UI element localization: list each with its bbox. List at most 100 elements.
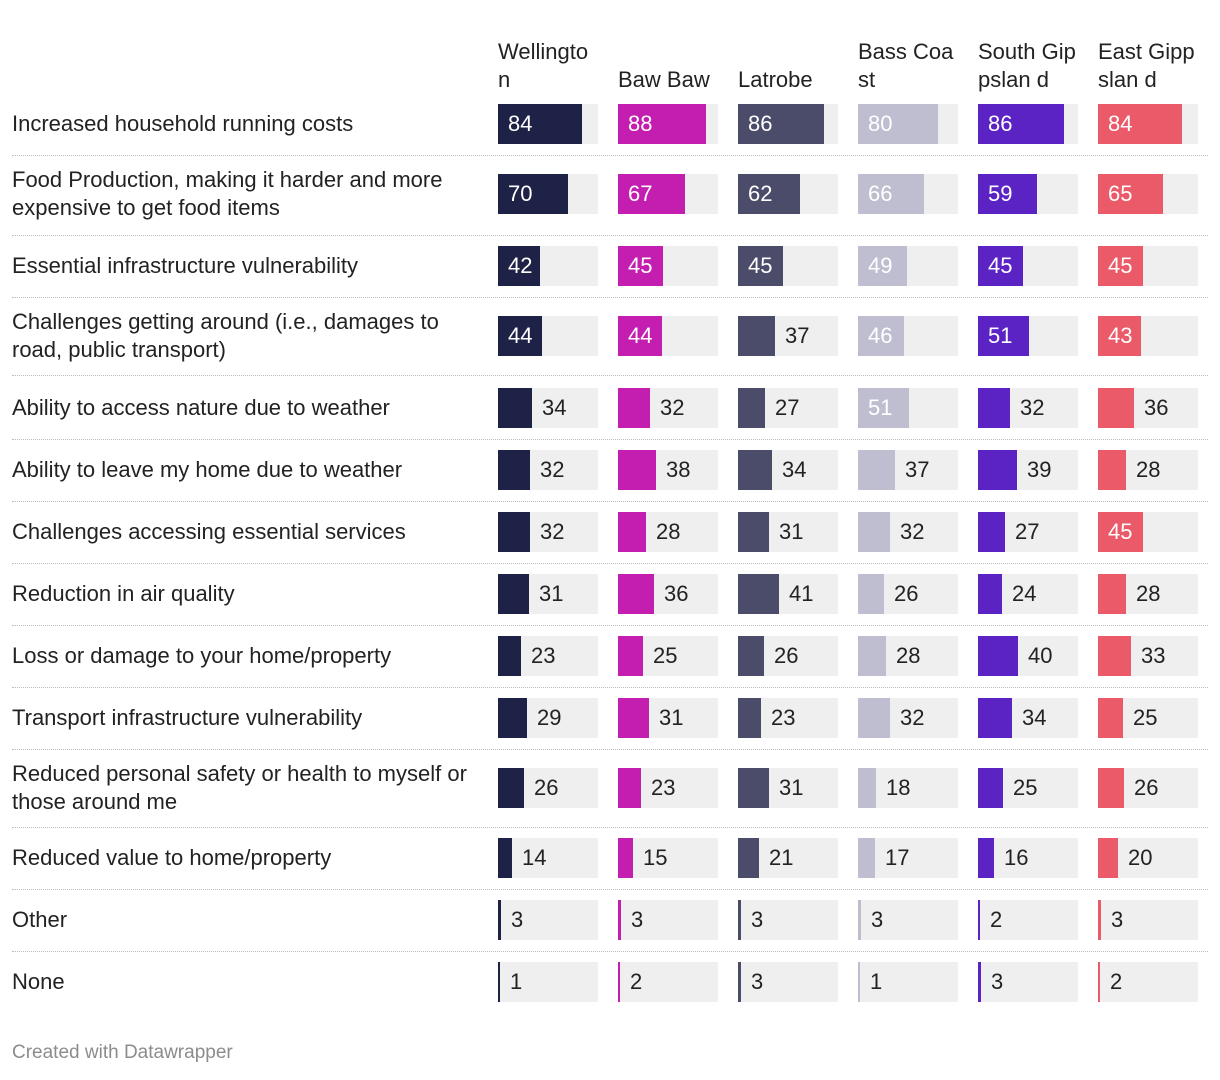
value-label: 34 <box>782 457 807 482</box>
bar-track: 66 <box>858 174 958 214</box>
bar-track: 3 <box>498 900 598 940</box>
bar-track: 26 <box>738 636 838 676</box>
bar-latrobe <box>738 698 761 738</box>
bar-bass-coast <box>858 512 890 552</box>
bar-track: 44 <box>498 316 598 356</box>
bar-baw-baw <box>618 962 620 1002</box>
bar-track: 26 <box>858 574 958 614</box>
bar-track: 26 <box>1098 768 1198 808</box>
bar-track: 17 <box>858 838 958 878</box>
bar-east-gippsland <box>1098 768 1124 808</box>
category-label: Ability to leave my home due to weather <box>12 457 403 482</box>
bar-south-gippsland <box>978 174 1037 214</box>
value-label: 1 <box>510 969 523 994</box>
value-label: 3 <box>1111 907 1124 932</box>
bar-track: 86 <box>738 104 838 144</box>
bar-track: 38 <box>618 450 718 490</box>
value-label: 32 <box>1020 395 1045 420</box>
bar-wellington <box>498 174 568 214</box>
category-label: Reduction in air quality <box>12 581 235 606</box>
bar-track: 42 <box>498 246 598 286</box>
bar-track: 25 <box>978 768 1078 808</box>
bar-latrobe <box>738 450 772 490</box>
bar-track: 32 <box>498 450 598 490</box>
bar-wellington <box>498 962 500 1002</box>
bar-track: 45 <box>738 246 838 286</box>
bar-track: 23 <box>618 768 718 808</box>
value-label: 45 <box>748 253 773 278</box>
bar-east-gippsland <box>1098 450 1126 490</box>
value-label: 28 <box>1136 581 1161 606</box>
bar-track: 27 <box>978 512 1078 552</box>
bar-south-gippsland <box>978 246 1023 286</box>
bar-bass-coast <box>858 900 861 940</box>
value-label: 26 <box>534 775 559 800</box>
bar-bass-coast <box>858 104 938 144</box>
bar-south-gippsland <box>978 698 1012 738</box>
value-label: 25 <box>1133 705 1158 730</box>
value-label: 84 <box>1108 111 1133 136</box>
bar-track: 16 <box>978 838 1078 878</box>
bar-track: 23 <box>738 698 838 738</box>
value-label: 88 <box>628 111 653 136</box>
bar-bass-coast <box>858 246 907 286</box>
value-label: 26 <box>894 581 919 606</box>
value-label: 29 <box>537 705 562 730</box>
bar-track: 34 <box>978 698 1078 738</box>
bar-latrobe <box>738 246 783 286</box>
category-label: Reduced personal safety or health to mys… <box>12 761 467 814</box>
row-divider <box>12 563 1208 564</box>
bar-track: 62 <box>738 174 838 214</box>
bar-east-gippsland <box>1098 838 1118 878</box>
category-label: Loss or damage to your home/property <box>12 643 392 668</box>
value-label: 59 <box>988 181 1013 206</box>
bar-track: 31 <box>498 574 598 614</box>
bar-track: 23 <box>498 636 598 676</box>
bar-wellington <box>498 698 527 738</box>
bar-wellington <box>498 768 524 808</box>
value-label: 36 <box>1144 395 1169 420</box>
value-label: 65 <box>1108 181 1133 206</box>
value-label: 80 <box>868 111 893 136</box>
value-label: 40 <box>1028 643 1053 668</box>
bar-track: 3 <box>738 900 838 940</box>
bar-track: 36 <box>1098 388 1198 428</box>
bar-track: 34 <box>498 388 598 428</box>
value-label: 51 <box>868 395 893 420</box>
value-label: 21 <box>769 845 794 870</box>
value-label: 41 <box>789 581 814 606</box>
bar-track: 86 <box>978 104 1078 144</box>
value-label: 45 <box>1108 519 1133 544</box>
bar-track: 1 <box>858 962 958 1002</box>
row-divider <box>12 375 1208 376</box>
bar-track: 1 <box>498 962 598 1002</box>
bar-baw-baw <box>618 316 662 356</box>
bar-baw-baw <box>618 698 649 738</box>
bar-track: 70 <box>498 174 598 214</box>
value-label: 26 <box>1134 775 1159 800</box>
bar-latrobe <box>738 900 741 940</box>
bar-wellington <box>498 900 501 940</box>
bar-track: 26 <box>498 768 598 808</box>
bar-latrobe <box>738 574 779 614</box>
bar-baw-baw <box>618 246 663 286</box>
value-label: 24 <box>1012 581 1037 606</box>
value-label: 32 <box>540 519 565 544</box>
bar-baw-baw <box>618 174 685 214</box>
bar-latrobe <box>738 316 775 356</box>
value-label: 36 <box>664 581 689 606</box>
category-label: Transport infrastructure vulnerability <box>12 705 363 730</box>
bar-bass-coast <box>858 838 875 878</box>
row-divider <box>12 439 1208 440</box>
bar-track: 15 <box>618 838 718 878</box>
value-label: 31 <box>779 775 804 800</box>
value-label: 3 <box>751 969 764 994</box>
bar-east-gippsland <box>1098 388 1134 428</box>
category-label: Challenges getting around (i.e., damages… <box>12 309 439 362</box>
value-label: 2 <box>990 907 1003 932</box>
value-label: 28 <box>896 643 921 668</box>
value-label: 3 <box>871 907 884 932</box>
bar-track: 36 <box>618 574 718 614</box>
bar-track: 41 <box>738 574 838 614</box>
row-divider <box>12 235 1208 236</box>
